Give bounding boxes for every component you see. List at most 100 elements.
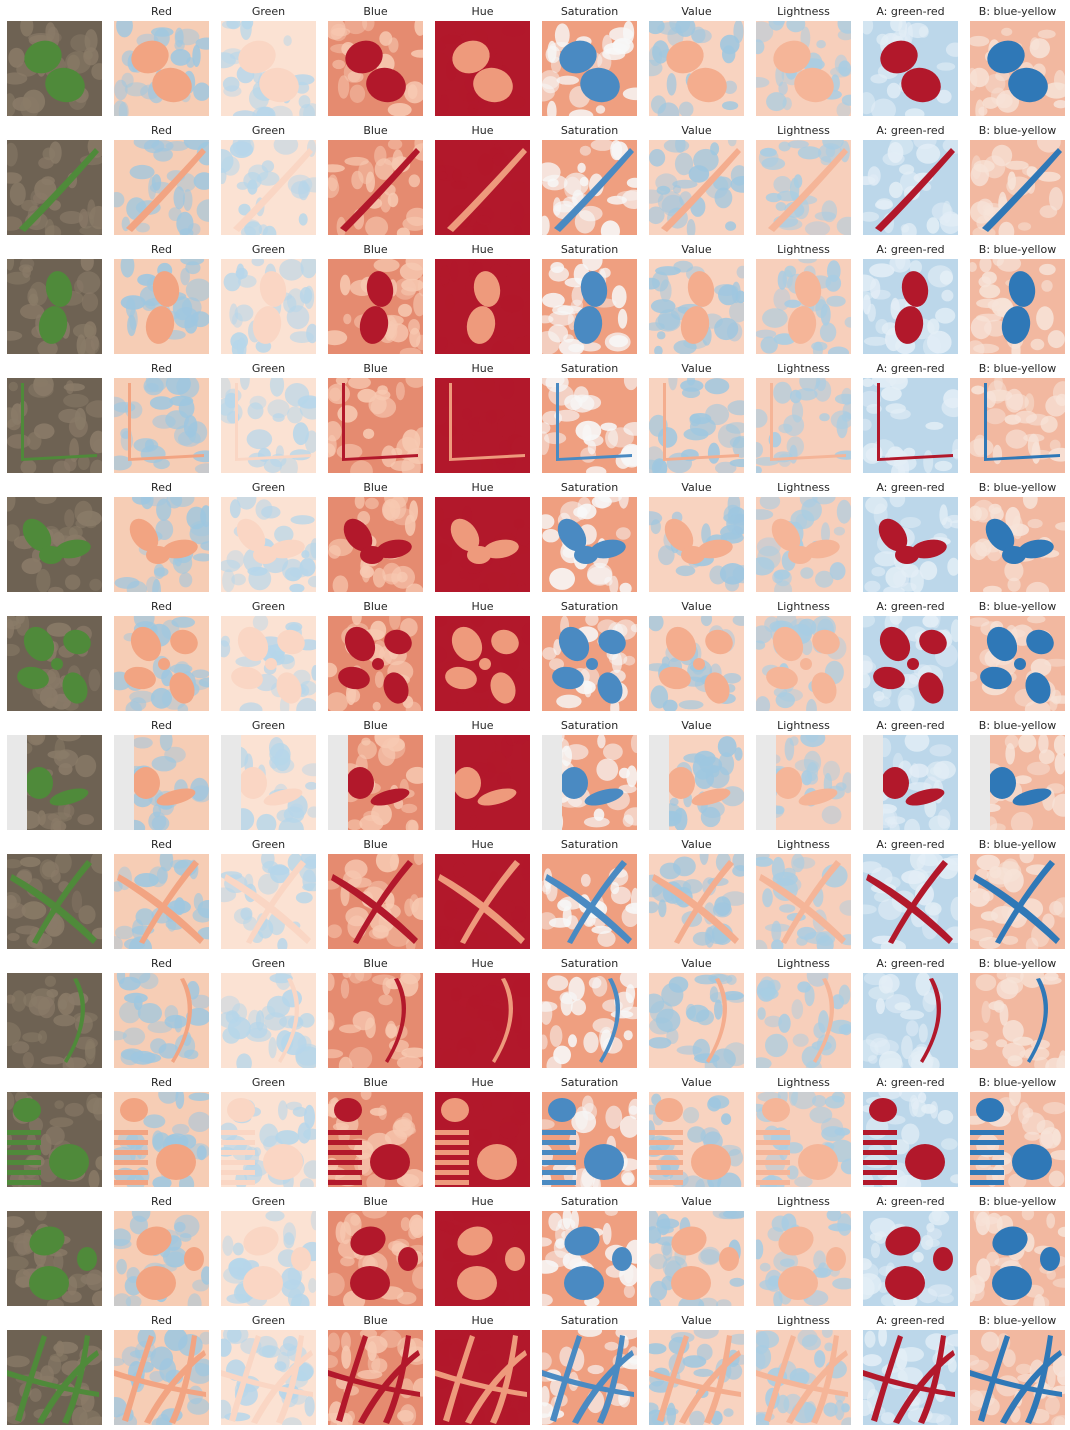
- pebble-texture: [343, 1212, 362, 1237]
- pebble-texture: [981, 1000, 991, 1024]
- plant-shape: [338, 666, 370, 690]
- pebble-texture: [715, 1299, 732, 1306]
- pebble-texture: [510, 1111, 528, 1126]
- pebble-texture: [114, 936, 123, 949]
- pebble-texture: [191, 669, 209, 679]
- pebble-texture: [440, 34, 462, 44]
- pebble-texture: [992, 444, 1003, 465]
- pebble-texture: [173, 1214, 200, 1238]
- pebble-texture: [473, 224, 489, 235]
- pebble-texture: [236, 1053, 252, 1068]
- pebble-texture: [372, 925, 389, 939]
- pebble-texture: [174, 40, 185, 51]
- pebble-texture: [328, 330, 348, 346]
- panel-title: Hue: [471, 1076, 494, 1089]
- pebble-texture: [869, 1217, 896, 1237]
- pebble-texture: [554, 204, 575, 213]
- panel-title: Hue: [471, 1195, 494, 1208]
- pebble-texture: [729, 301, 744, 323]
- pebble-texture: [441, 89, 460, 107]
- pebble-texture: [649, 1402, 659, 1415]
- plant-shape: [548, 1098, 576, 1122]
- pebble-texture: [722, 891, 744, 906]
- pebble-texture: [945, 514, 958, 524]
- panel-title: B: blue-yellow: [978, 957, 1057, 970]
- pebble-texture: [146, 576, 160, 592]
- pebble-texture: [364, 1335, 388, 1354]
- pebble-texture: [28, 995, 51, 1016]
- plant-shape: [49, 1144, 89, 1180]
- pebble-texture: [201, 1266, 209, 1285]
- pebble-texture: [487, 751, 507, 774]
- channel-panel: [435, 1330, 530, 1425]
- pebble-texture: [481, 456, 493, 473]
- pebble-texture: [374, 389, 391, 401]
- plant-shape: [259, 67, 299, 103]
- panel-title: Green: [251, 362, 286, 375]
- pebble-texture: [929, 766, 943, 776]
- pebble-texture: [583, 1031, 599, 1054]
- plant-shape: [987, 40, 1025, 74]
- pebble-texture: [236, 497, 257, 510]
- plant-shape: [988, 767, 1016, 799]
- pebble-texture: [449, 900, 474, 920]
- pebble-texture: [691, 29, 712, 44]
- pebble-texture: [187, 1398, 209, 1415]
- pebble-texture: [726, 974, 737, 985]
- pebble-texture: [605, 1105, 623, 1129]
- pebble-texture: [821, 522, 830, 544]
- pebble-texture: [49, 1117, 74, 1128]
- panel-title: Red: [151, 243, 172, 256]
- pebble-texture: [800, 567, 814, 579]
- pebble-texture: [129, 973, 151, 984]
- pebble-texture: [247, 402, 264, 420]
- pebble-texture: [399, 347, 422, 354]
- pebble-texture: [484, 771, 502, 781]
- pebble-texture: [618, 784, 637, 794]
- pebble-texture: [618, 497, 629, 509]
- pebble-texture: [490, 1289, 510, 1303]
- pebble-texture: [563, 334, 574, 343]
- pebble-texture: [148, 176, 157, 200]
- pebble-texture: [286, 305, 310, 330]
- panel-title: Hue: [471, 124, 494, 137]
- panel-title: A: green-red: [876, 1314, 945, 1327]
- pebble-texture: [120, 259, 135, 278]
- pebble-texture: [756, 509, 774, 520]
- channel-panel: [649, 140, 744, 235]
- pebble-texture: [759, 497, 781, 510]
- pebble-texture: [661, 1241, 672, 1256]
- pebble-texture: [518, 272, 530, 291]
- pebble-texture: [328, 421, 342, 442]
- panel-title: Saturation: [560, 481, 619, 494]
- pebble-texture: [90, 459, 102, 473]
- pebble-texture: [927, 1284, 953, 1297]
- pebble-texture: [450, 260, 459, 282]
- plant-shape: [554, 148, 634, 232]
- pebble-texture: [186, 57, 195, 68]
- pebble-texture: [863, 21, 874, 35]
- plant-shape: [158, 658, 170, 670]
- pebble-texture: [402, 216, 423, 231]
- pebble-texture: [89, 430, 102, 454]
- pebble-texture: [918, 1023, 928, 1043]
- pebble-texture: [996, 861, 1022, 882]
- panel-title: Lightness: [777, 5, 830, 18]
- pebble-texture: [500, 653, 519, 672]
- plant-shape: [62, 1335, 90, 1424]
- pebble-texture: [283, 1222, 296, 1245]
- pebble-texture: [267, 399, 290, 419]
- pebble-texture: [7, 643, 20, 657]
- plant-shape: [687, 67, 727, 103]
- pebble-texture: [941, 397, 958, 418]
- pebble-texture: [814, 1350, 826, 1368]
- pebble-texture: [67, 992, 89, 1006]
- pebble-texture: [187, 1293, 202, 1306]
- pebble-texture: [221, 559, 241, 573]
- pebble-texture: [973, 343, 1000, 354]
- pebble-texture: [153, 563, 165, 579]
- pebble-texture: [16, 1240, 28, 1256]
- panel-title: Value: [681, 124, 712, 137]
- panel-title: Blue: [363, 1076, 388, 1089]
- plant-shape: [794, 67, 834, 103]
